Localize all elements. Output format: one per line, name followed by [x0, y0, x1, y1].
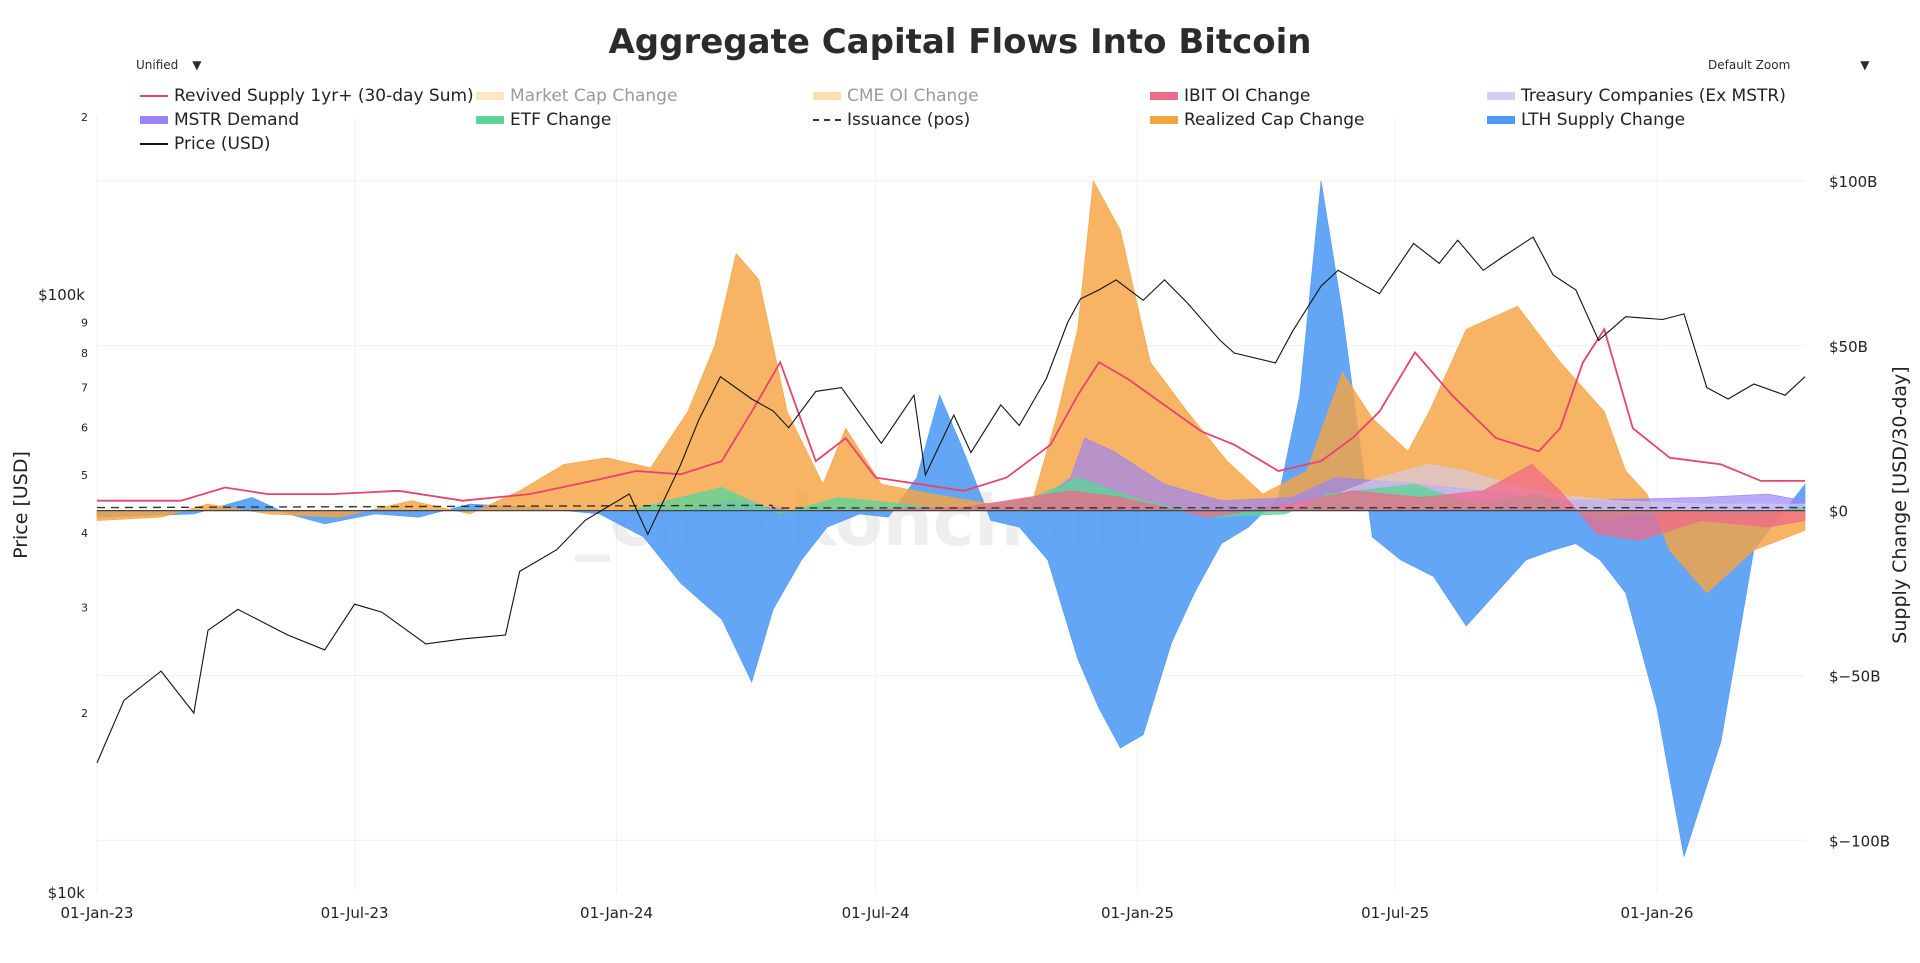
legend-swatch: [140, 143, 168, 145]
legend-swatch: [476, 92, 504, 100]
line-revived-supply: [97, 327, 1805, 502]
y-left-minor-tick: 5: [81, 469, 88, 482]
legend-swatch: [1487, 92, 1515, 100]
legend-swatch: [140, 116, 168, 124]
legend-label: Price (USD): [174, 134, 271, 154]
chart-title: Aggregate Capital Flows Into Bitcoin: [608, 22, 1312, 62]
legend-label: ETF Change: [510, 110, 612, 130]
x-tick-label: 01-Jul-23: [321, 904, 389, 922]
y-left-tick-label: $10k: [48, 884, 86, 902]
x-tick-label: 01-Jan-26: [1620, 904, 1693, 922]
y-right-tick-label: $0: [1829, 503, 1848, 521]
hover-mode-dropdown[interactable]: Unified ▼: [136, 58, 202, 72]
x-tick-label: 01-Jul-25: [1361, 904, 1429, 922]
y-right-axis-title: Supply Change [USD/30-day]: [1889, 366, 1911, 643]
legend-swatch: [813, 92, 841, 100]
legend-item-realized-cap-change[interactable]: Realized Cap Change: [1150, 110, 1365, 130]
legend-label: Issuance (pos): [847, 110, 971, 130]
line-issuance: [96, 504, 1806, 509]
y-left-minor-tick: 4: [81, 527, 88, 540]
x-tick-label: 01-Jan-24: [580, 904, 653, 922]
y-left-axis-title: Price [USD]: [10, 451, 32, 559]
y-left-minor-tick: 6: [81, 422, 88, 435]
x-tick-label: 01-Jan-23: [61, 904, 134, 922]
legend-label: MSTR Demand: [174, 110, 300, 130]
y-right-tick-label: $−50B: [1829, 667, 1881, 685]
zoom-value: Default Zoom: [1708, 58, 1791, 72]
legend-label: Revived Supply 1yr+ (30-day Sum): [174, 86, 474, 106]
legend-label: LTH Supply Change: [1521, 110, 1686, 130]
legend-swatch: [1487, 116, 1515, 124]
legend-item-treasury-companies-ex-mstr[interactable]: Treasury Companies (Ex MSTR): [1487, 86, 1786, 106]
x-tick-label: 01-Jan-25: [1101, 904, 1174, 922]
y-right-tick-label: $−100B: [1829, 832, 1890, 850]
caret-down-icon: ▼: [1860, 58, 1870, 72]
legend-item-price-usd[interactable]: Price (USD): [140, 134, 270, 154]
y-left-minor-tick: 2: [81, 111, 88, 124]
caret-down-icon: ▼: [192, 58, 202, 72]
x-tick-label: 01-Jul-24: [842, 904, 910, 922]
y-left-minor-tick: 9: [81, 316, 88, 329]
y-left-tick-label: $100k: [38, 286, 85, 304]
legend-item-cme-oi-change[interactable]: CME OI Change: [813, 86, 979, 106]
legend-item-etf-change[interactable]: ETF Change: [476, 110, 611, 130]
zoom-dropdown[interactable]: Default Zoom ▼: [1708, 58, 1870, 72]
y-left-minor-tick: 2: [81, 707, 88, 720]
legend-label: IBIT OI Change: [1184, 86, 1311, 106]
legend-swatch: [813, 119, 841, 121]
legend-item-issuance-pos[interactable]: Issuance (pos): [813, 110, 970, 130]
legend-item-market-cap-change[interactable]: Market Cap Change: [476, 86, 677, 106]
legend-swatch: [476, 116, 504, 124]
legend-item-mstr-demand[interactable]: MSTR Demand: [140, 110, 299, 130]
y-right-tick-label: $100B: [1829, 173, 1877, 191]
line-price: [96, 236, 1806, 764]
area-ibit-oi-change: [97, 464, 1806, 541]
y-left-minor-tick: 3: [81, 602, 88, 615]
legend-label: Realized Cap Change: [1184, 110, 1365, 130]
y-left-minor-tick: 8: [81, 347, 88, 360]
legend-swatch: [140, 95, 168, 97]
legend-item-ibit-oi-change[interactable]: IBIT OI Change: [1150, 86, 1310, 106]
legend-item-revived-supply-1yr-30-day-sum[interactable]: Revived Supply 1yr+ (30-day Sum): [140, 86, 474, 106]
legend-label: CME OI Change: [847, 86, 979, 106]
legend-swatch: [1150, 116, 1178, 124]
legend-label: Market Cap Change: [510, 86, 678, 106]
legend-item-lth-supply-change[interactable]: LTH Supply Change: [1487, 110, 1685, 130]
legend-label: Treasury Companies (Ex MSTR): [1521, 86, 1786, 106]
y-right-tick-label: $50B: [1829, 338, 1868, 356]
y-left-minor-tick: 7: [81, 382, 88, 395]
legend-swatch: [1150, 92, 1178, 100]
hover-mode-value: Unified: [136, 58, 179, 72]
